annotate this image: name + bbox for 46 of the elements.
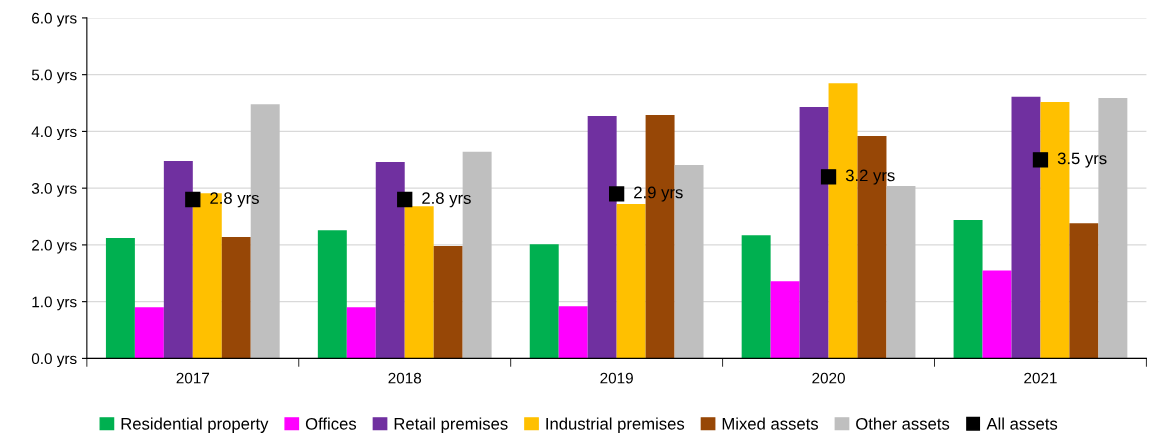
bar — [529, 244, 559, 359]
y-tick-label: 4.0 yrs — [31, 126, 77, 141]
legend-label: Retail premises — [394, 417, 508, 433]
legend-label: Offices — [305, 417, 357, 430]
x-tick-label: 2019 — [600, 372, 633, 384]
legend-label: Other assets — [856, 417, 950, 430]
bar — [375, 162, 405, 359]
bar — [953, 219, 983, 359]
bar — [982, 270, 1012, 359]
bar — [163, 160, 193, 359]
point — [397, 191, 413, 208]
x-tick-label: 2018 — [388, 372, 422, 384]
point — [185, 191, 201, 208]
bar — [741, 235, 771, 359]
bar — [616, 204, 646, 359]
bar — [346, 307, 376, 359]
bar — [770, 281, 800, 359]
bar — [1069, 223, 1099, 359]
y-tick-label: 3.0 yrs — [31, 183, 77, 197]
legend-label: Industrial premises — [546, 417, 685, 433]
bar — [799, 107, 829, 359]
point — [1032, 152, 1049, 168]
y-tick-label: 5.0 yrs — [31, 69, 77, 84]
bar — [105, 238, 135, 359]
bar — [134, 307, 164, 359]
y-tick-label: 6.0 yrs — [32, 12, 77, 27]
y-tick-label: 2.0 yrs — [32, 239, 77, 254]
legend-label: All assets — [986, 417, 1058, 430]
bar — [886, 185, 916, 359]
point — [608, 186, 625, 202]
bar — [1011, 96, 1041, 359]
bar — [558, 306, 588, 359]
y-tick-label: 0.0 yrs — [31, 353, 77, 368]
bar — [221, 236, 251, 359]
x-tick-label: 2017 — [176, 372, 210, 384]
y-tick-label: 1.0 yrs — [32, 296, 77, 311]
legend-label: Mixed assets — [722, 417, 819, 430]
data-label: 2.8 yrs — [422, 192, 471, 208]
legend-label: Residential property — [121, 417, 269, 433]
bar — [317, 230, 347, 359]
x-tick-label: 2020 — [812, 372, 845, 384]
bar — [433, 246, 463, 359]
bar — [587, 116, 617, 359]
x-tick-label: 2021 — [1024, 372, 1057, 384]
point — [820, 169, 837, 185]
bar — [404, 206, 434, 359]
